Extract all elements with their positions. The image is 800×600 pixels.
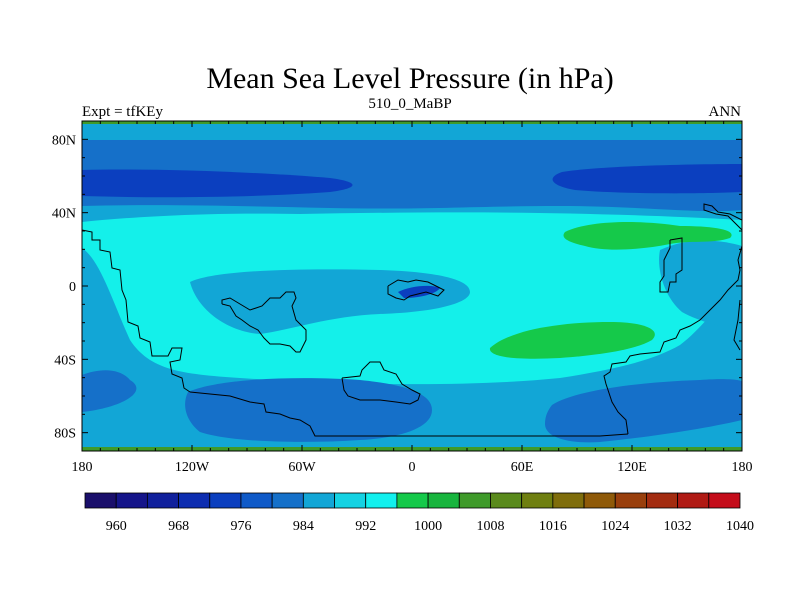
- colorbar-label: 984: [293, 519, 314, 534]
- y-axis-labels: 80N 40N 0 40S 80S: [52, 133, 76, 441]
- x-tick-label: 180: [72, 460, 93, 475]
- x-tick-label: 60E: [511, 460, 534, 475]
- colorbar-swatch: [365, 492, 398, 509]
- coastline-south: [189, 391, 629, 437]
- colorbar-label: 960: [106, 519, 127, 534]
- colorbar-label: 968: [168, 519, 189, 534]
- colorbar-labels: 960 968 976 984 992 1000 1008 1016 1024 1032 1040: [106, 519, 754, 534]
- coastline-southern-continent: [341, 361, 421, 405]
- island-equator: [387, 279, 445, 301]
- colorbar-swatch: [677, 492, 710, 509]
- colorbar-swatch: [302, 492, 335, 509]
- colorbar-swatch: [708, 492, 741, 509]
- y-tick-label: 80S: [54, 427, 76, 442]
- y-tick-label: 40S: [54, 353, 76, 368]
- peninsula-east: [659, 237, 683, 293]
- colorbar-swatch: [334, 492, 367, 509]
- low-976-equator: [398, 285, 440, 298]
- colorbar-swatch: [209, 492, 242, 509]
- colorbar-swatch: [646, 492, 679, 509]
- colorbar-swatch: [521, 492, 554, 509]
- colorbar-swatch: [178, 492, 211, 509]
- colorbar-label: 976: [230, 519, 251, 534]
- colorbar: [84, 492, 741, 509]
- coastline-west: [82, 229, 191, 393]
- south-low-west: [82, 370, 137, 412]
- equatorial-patch-west: [190, 269, 470, 334]
- x-tick-label: 0: [409, 460, 416, 475]
- south-low-east: [545, 379, 742, 443]
- colorbar-label: 1008: [476, 519, 504, 534]
- equatorial-patch-east: [659, 240, 742, 330]
- north-low-west: [82, 169, 353, 198]
- experiment-label: Expt = tfKEy: [82, 104, 163, 120]
- map-plot-area: [82, 121, 742, 451]
- season-label: ANN: [709, 104, 742, 120]
- colorbar-label: 1032: [664, 519, 692, 534]
- subtropical-high-north: [563, 222, 732, 250]
- axis-ticks: [81, 120, 743, 452]
- colorbar-label: 1024: [601, 519, 629, 534]
- colorbar-swatch: [427, 492, 460, 509]
- south-low-central: [185, 378, 432, 442]
- y-tick-label: 40N: [52, 207, 76, 222]
- colorbar-swatch: [490, 492, 523, 509]
- colorbar-swatch: [396, 492, 429, 509]
- colorbar-swatch: [240, 492, 273, 509]
- colorbar-swatch: [583, 492, 616, 509]
- colorbar-swatch: [115, 492, 148, 509]
- subtropical-high-south: [489, 322, 655, 359]
- x-tick-label: 120W: [175, 460, 210, 475]
- colorbar-swatch: [458, 492, 491, 509]
- x-tick-label: 60W: [288, 460, 316, 475]
- colorbar-label: 992: [355, 519, 376, 534]
- x-tick-label: 120E: [617, 460, 647, 475]
- coastline-east-south: [603, 245, 742, 435]
- continent-central: [221, 291, 307, 353]
- y-tick-label: 80N: [52, 133, 76, 148]
- north-low-east: [552, 164, 742, 194]
- colorbar-swatch: [271, 492, 304, 509]
- colorbar-swatch: [84, 492, 117, 509]
- colorbar-label: 1040: [726, 519, 754, 534]
- colorbar-swatch: [146, 492, 179, 509]
- continent-outlines: [82, 203, 742, 437]
- colorbar-label: 1016: [539, 519, 567, 534]
- time-label: 510_0_MaBP: [368, 96, 451, 112]
- y-tick-label: 0: [69, 280, 76, 295]
- colorbar-swatch: [552, 492, 585, 509]
- coastline-south-east: [733, 299, 741, 351]
- coastline-east-north: [703, 203, 742, 231]
- x-tick-label: 180: [732, 460, 753, 475]
- x-axis-labels: 180 120W 60W 0 60E 120E 180: [72, 460, 753, 475]
- colorbar-swatch: [614, 492, 647, 509]
- map-title: Mean Sea Level Pressure (in hPa): [206, 62, 613, 95]
- colorbar-label: 1000: [414, 519, 442, 534]
